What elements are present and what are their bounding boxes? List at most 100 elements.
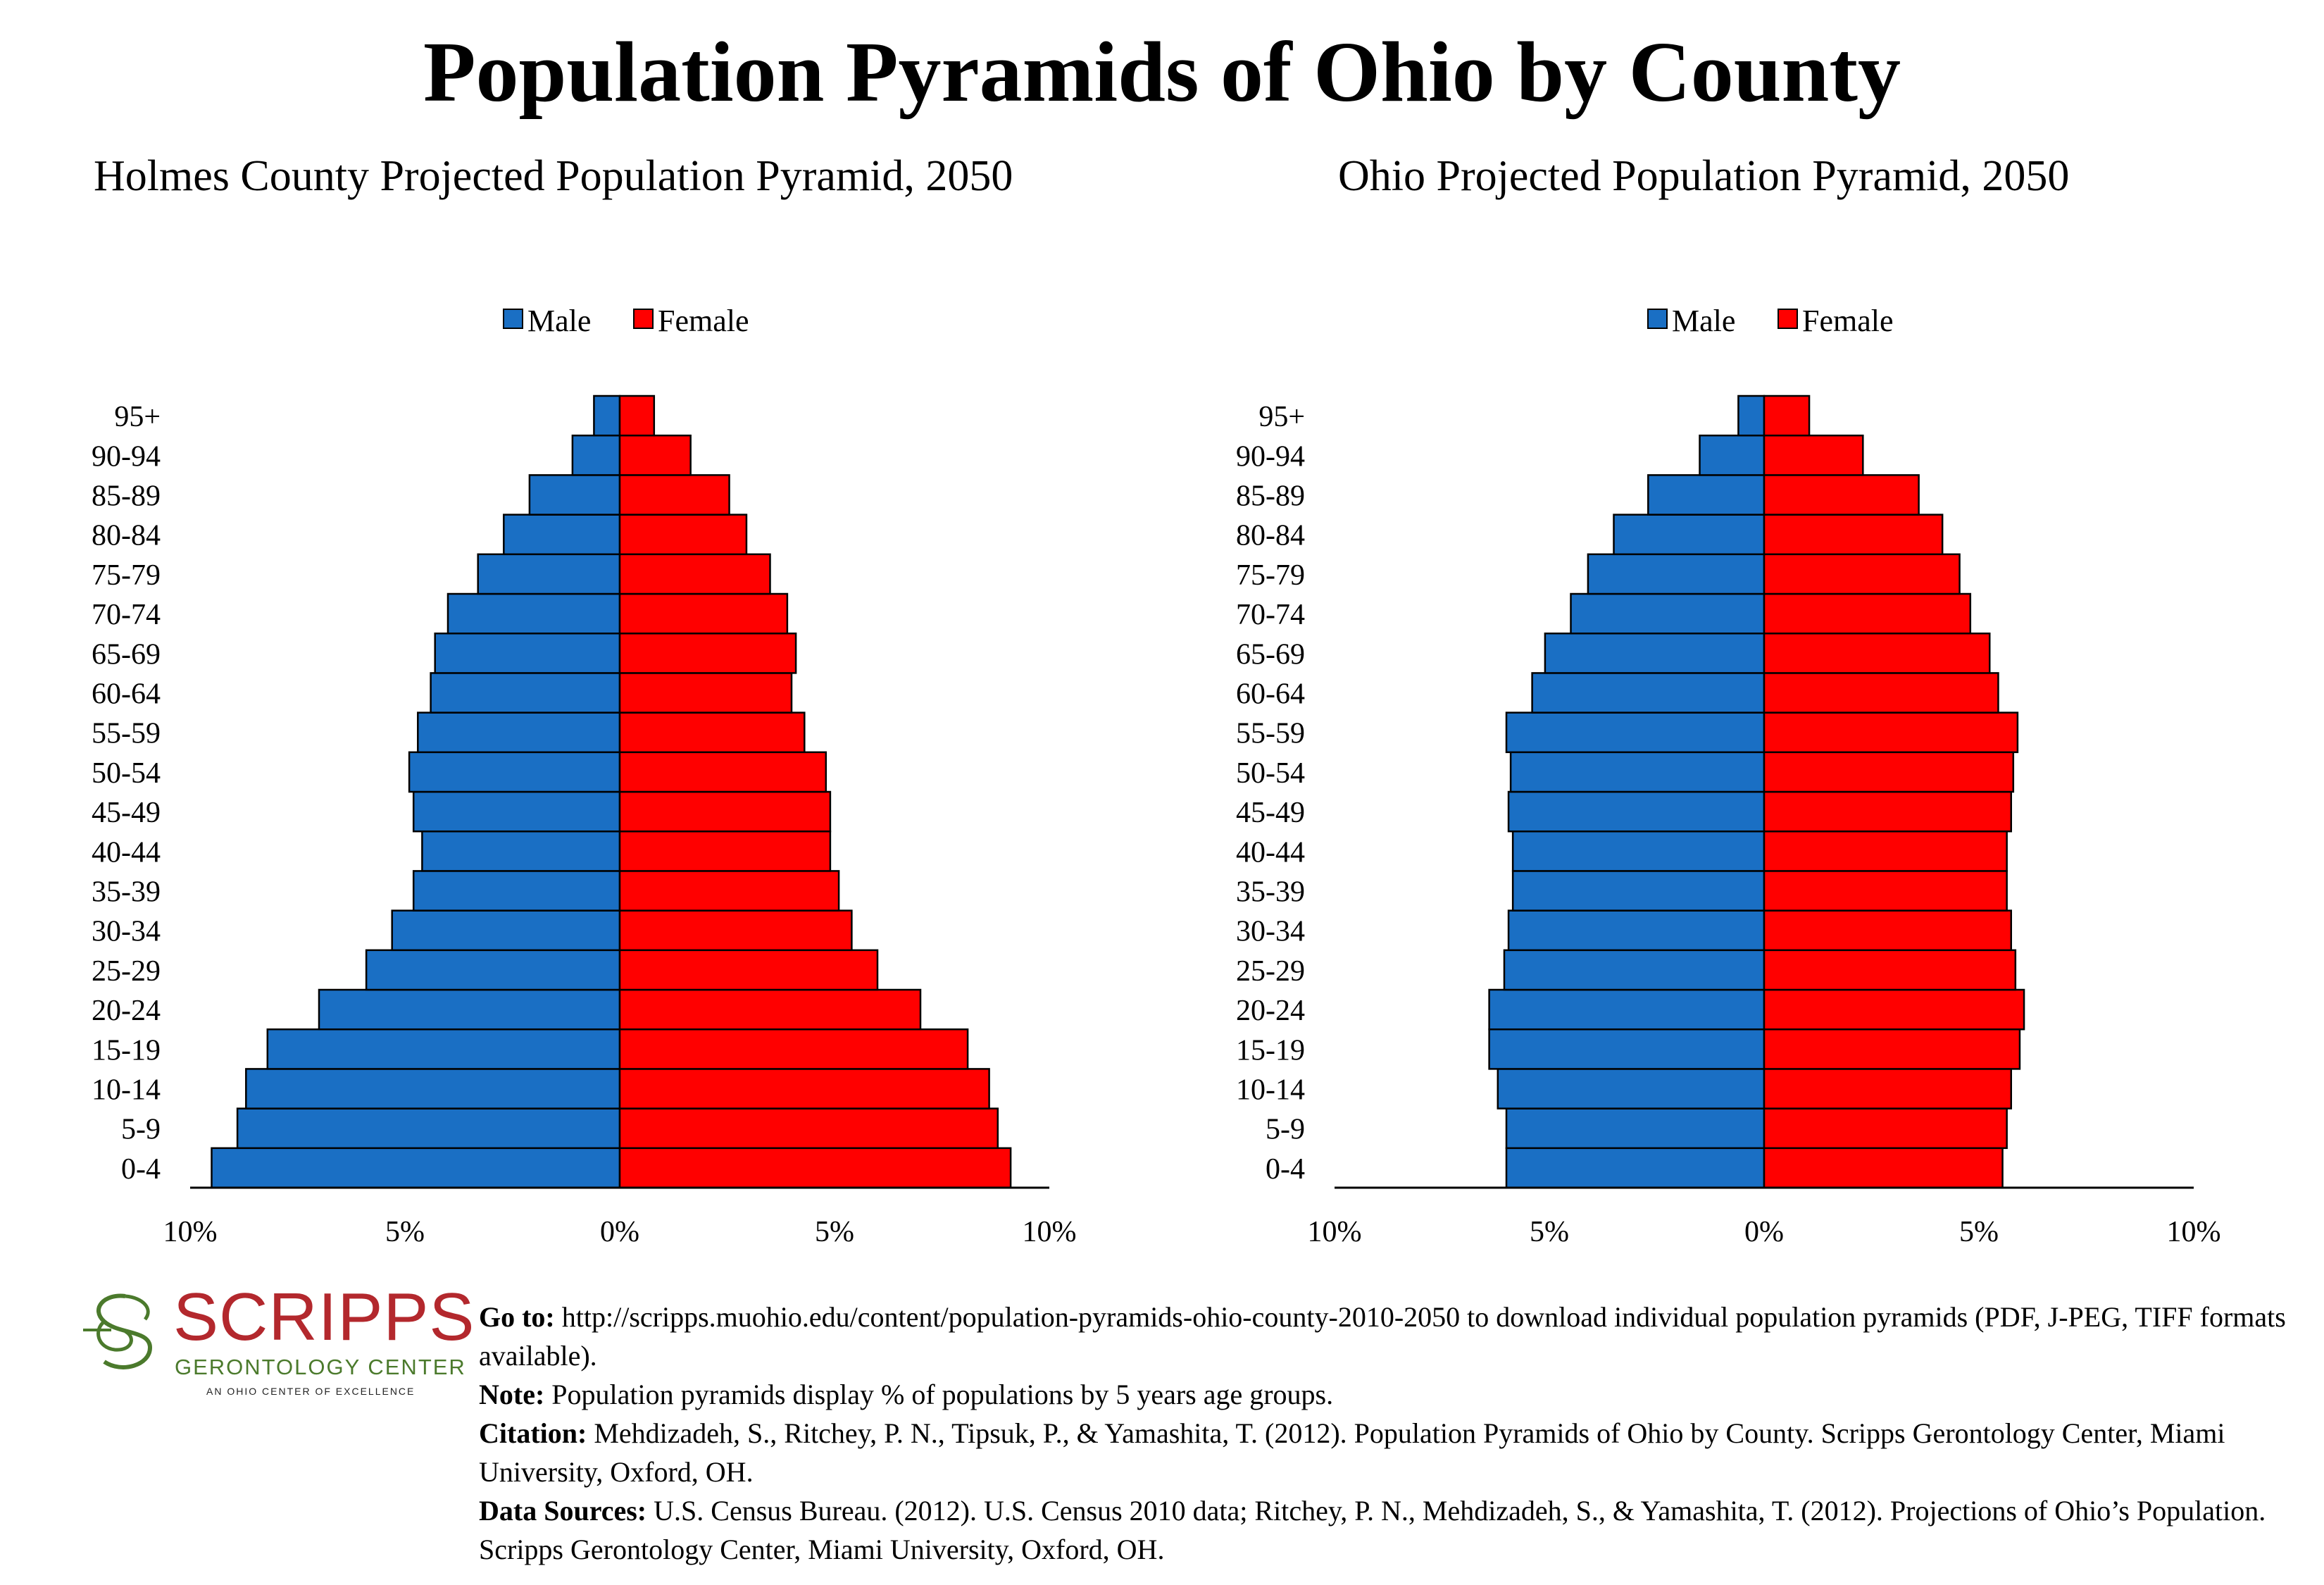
holmes-bar-male-50-54 (408, 751, 621, 793)
holmes-age-label-15-19: 15-19 (92, 1034, 161, 1067)
ohio-bar-male-5-9 (1505, 1107, 1766, 1150)
ohio-bar-male-15-19 (1488, 1028, 1766, 1070)
holmes-bar-female-65-69 (618, 632, 797, 674)
holmes-bar-male-45-49 (412, 790, 621, 833)
footnotes: Go to: http://scripps.muohio.edu/content… (479, 1298, 2310, 1569)
holmes-age-label-25-29: 25-29 (92, 955, 161, 988)
ohio-legend-female-label: Female (1802, 304, 1894, 338)
holmes-bar-female-30-34 (618, 909, 853, 952)
logo-subtitle: GERONTOLOGY CENTER (175, 1355, 466, 1379)
ohio-bar-male-35-39 (1511, 870, 1766, 912)
ohio-bar-male-20-24 (1488, 988, 1766, 1031)
holmes-bar-female-10-14 (618, 1068, 990, 1110)
holmes-age-label-80-84: 80-84 (92, 520, 161, 552)
logo-wordmark: SCRIPPS (173, 1279, 475, 1355)
note-label: Note: (479, 1379, 545, 1410)
holmes-age-label-85-89: 85-89 (92, 480, 161, 513)
scripps-swirl-icon (83, 1293, 153, 1369)
holmes-bar-male-30-34 (391, 909, 621, 952)
ohio-age-label-50-54: 50-54 (1236, 757, 1305, 790)
ohio-age-label-55-59: 55-59 (1236, 718, 1305, 750)
holmes-bar-female-75-79 (618, 553, 771, 595)
ohio-bar-female-50-54 (1763, 751, 2015, 793)
ohio-bar-female-65-69 (1763, 632, 1991, 674)
ohio-bar-female-60-64 (1763, 672, 1999, 714)
logo-tagline: AN OHIO CENTER OF EXCELLENCE (206, 1386, 416, 1397)
holmes-legend-male-label: Male (527, 304, 591, 338)
ohio-age-label-90-94: 90-94 (1236, 440, 1305, 473)
ohio-bar-female-80-84 (1763, 514, 1944, 556)
ohio-bar-female-45-49 (1763, 790, 2012, 833)
ohio-bar-female-5-9 (1763, 1107, 2008, 1150)
ohio-bar-male-25-29 (1503, 949, 1766, 991)
ohio-age-label-10-14: 10-14 (1236, 1074, 1305, 1107)
ohio-bar-male-95+ (1737, 394, 1766, 437)
ohio-bar-male-0-4 (1505, 1147, 1766, 1189)
ohio-bar-female-10-14 (1763, 1068, 2012, 1110)
note-text: Population pyramids display % of populat… (544, 1379, 1334, 1410)
holmes-bar-female-35-39 (618, 870, 840, 912)
holmes-bar-female-0-4 (618, 1147, 1012, 1189)
ohio-age-label-75-79: 75-79 (1236, 559, 1305, 592)
holmes-age-label-50-54: 50-54 (92, 757, 161, 790)
page-title: Population Pyramids of Ohio by County (423, 25, 1901, 120)
ohio-tick-label-3: 5% (1959, 1216, 1999, 1248)
ohio-bar-female-75-79 (1763, 553, 1961, 595)
holmes-bar-female-95+ (618, 394, 656, 437)
goto-text: http://scripps.muohio.edu/content/popula… (479, 1301, 2286, 1372)
ohio-bar-male-75-79 (1587, 553, 1766, 595)
ohio-age-label-85-89: 85-89 (1236, 480, 1305, 513)
holmes-bar-male-60-64 (430, 672, 621, 714)
ohio-bar-female-40-44 (1763, 830, 2008, 872)
holmes-tick-label-2: 0% (600, 1216, 639, 1248)
ohio-tick-label-4: 10% (2167, 1216, 2221, 1248)
ohio-bar-female-20-24 (1763, 988, 2025, 1031)
holmes-age-label-0-4: 0-4 (121, 1153, 161, 1186)
holmes-age-label-30-34: 30-34 (92, 916, 161, 948)
holmes-chart-title: Holmes County Projected Population Pyram… (94, 152, 1013, 200)
ohio-bar-male-30-34 (1507, 909, 1766, 952)
holmes-bar-female-5-9 (618, 1107, 999, 1150)
holmes-tick-label-1: 5% (385, 1216, 425, 1248)
holmes-age-label-45-49: 45-49 (92, 797, 161, 829)
ohio-age-label-25-29: 25-29 (1236, 955, 1305, 988)
ohio-age-label-35-39: 35-39 (1236, 876, 1305, 909)
ohio-chart-title: Ohio Projected Population Pyramid, 2050 (1338, 152, 2069, 200)
citation-label: Citation: (479, 1417, 587, 1449)
holmes-bar-male-90-94 (571, 434, 621, 476)
ohio-age-label-15-19: 15-19 (1236, 1034, 1305, 1067)
holmes-bar-male-15-19 (266, 1028, 621, 1070)
ohio-age-label-30-34: 30-34 (1236, 916, 1305, 948)
holmes-tick-label-0: 10% (163, 1216, 218, 1248)
ohio-age-label-70-74: 70-74 (1236, 599, 1305, 631)
holmes-bar-female-85-89 (618, 474, 730, 516)
ohio-bar-female-0-4 (1763, 1147, 2004, 1189)
ohio-bar-male-45-49 (1507, 790, 1766, 833)
holmes-age-label-5-9: 5-9 (121, 1114, 161, 1146)
holmes-bar-female-20-24 (618, 988, 922, 1031)
holmes-legend-male-swatch (503, 309, 523, 329)
holmes-bar-female-55-59 (618, 711, 806, 754)
holmes-age-label-55-59: 55-59 (92, 718, 161, 750)
holmes-bar-male-65-69 (434, 632, 621, 674)
sources-note: Data Sources: U.S. Census Bureau. (2012)… (479, 1491, 2310, 1569)
holmes-bar-male-40-44 (421, 830, 621, 872)
holmes-age-label-65-69: 65-69 (92, 638, 161, 671)
ohio-bar-female-30-34 (1763, 909, 2012, 952)
holmes-bar-male-80-84 (503, 514, 621, 556)
ohio-age-label-80-84: 80-84 (1236, 520, 1305, 552)
scripps-logo: SCRIPPS GERONTOLOGY CENTER AN OHIO CENTE… (83, 1283, 474, 1404)
charts-area: Holmes County Projected Population Pyram… (92, 152, 2221, 1248)
holmes-bar-male-95+ (593, 394, 621, 437)
ohio-bar-female-95+ (1763, 394, 1811, 437)
ohio-bar-male-80-84 (1613, 514, 1766, 556)
holmes-age-label-35-39: 35-39 (92, 876, 161, 909)
ohio-legend-female-swatch (1778, 309, 1798, 329)
display-note: Note: Population pyramids display % of p… (479, 1375, 2310, 1414)
goto-note: Go to: http://scripps.muohio.edu/content… (479, 1298, 2310, 1375)
holmes-bar-female-80-84 (618, 514, 748, 556)
holmes-age-label-40-44: 40-44 (92, 836, 161, 869)
ohio-bar-male-85-89 (1647, 474, 1766, 516)
holmes-bar-female-90-94 (618, 434, 692, 476)
holmes-tick-label-4: 10% (1023, 1216, 1077, 1248)
